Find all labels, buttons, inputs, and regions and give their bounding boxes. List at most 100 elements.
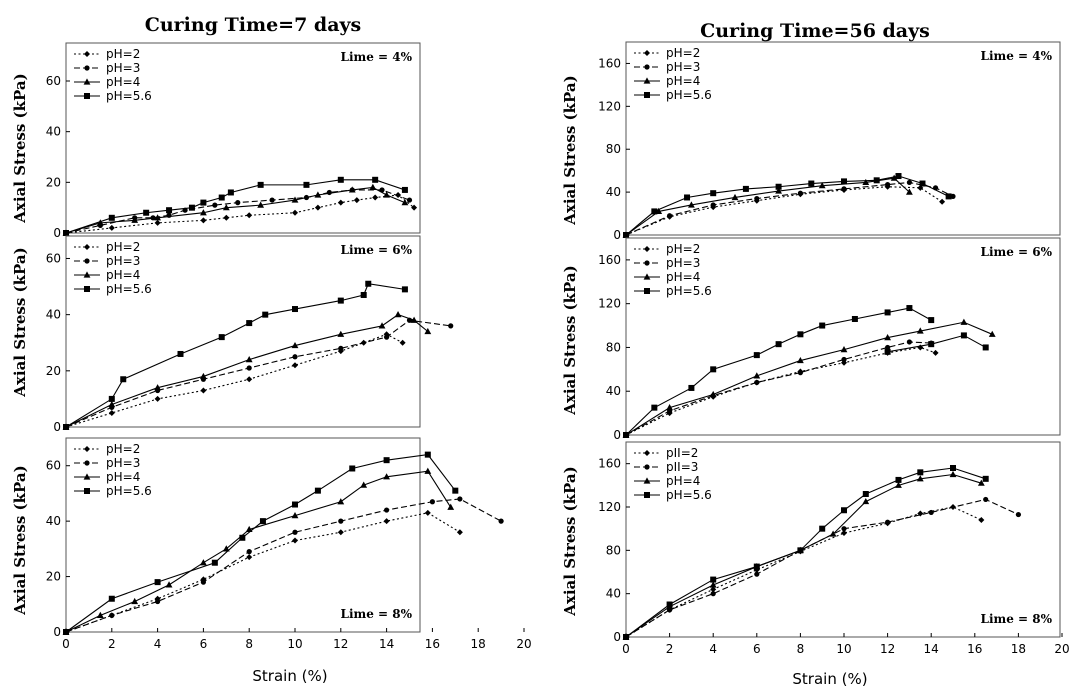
data-point (753, 563, 760, 570)
x-tick-label: 12 (880, 642, 895, 656)
data-point (246, 549, 252, 555)
data-point (259, 518, 266, 525)
data-point (337, 176, 344, 183)
data-point (314, 191, 322, 198)
data-point (1015, 511, 1022, 518)
data-point (841, 186, 847, 192)
data-point (841, 356, 847, 363)
legend-marker (644, 64, 650, 70)
data-point (337, 330, 345, 337)
data-point (688, 384, 695, 391)
data-point (753, 372, 761, 379)
data-point (108, 224, 115, 231)
series-line (625, 307, 932, 436)
data-point (775, 341, 782, 348)
lime-annotation: Lime = 6% (981, 245, 1053, 259)
x-tick-label: 16 (425, 637, 440, 651)
data-point (945, 193, 952, 200)
data-point (960, 332, 967, 339)
data-point (710, 586, 717, 593)
plot-frame (625, 41, 1061, 236)
legend-label: pH=4 (666, 474, 700, 488)
data-point (337, 529, 344, 536)
y-tick-label: 0 (53, 226, 61, 240)
data-point (895, 476, 902, 483)
data-point (222, 545, 230, 552)
legend-label: pH=4 (106, 470, 140, 484)
plot-frame (625, 441, 1061, 638)
data-point (96, 611, 104, 618)
series-line (625, 175, 949, 236)
data-point (885, 344, 891, 351)
data-point (143, 209, 150, 216)
x-tick-label: 2 (108, 637, 116, 651)
data-point (337, 498, 345, 505)
legend-label: pH=3 (106, 254, 140, 268)
data-point (239, 534, 246, 541)
y-tick-label: 120 (598, 500, 621, 514)
series-line (625, 321, 993, 436)
data-point (424, 509, 431, 516)
data-point (950, 465, 956, 471)
data-point (292, 354, 298, 360)
series-line (65, 454, 456, 633)
legend-label: pH=2 (106, 240, 140, 254)
data-point (291, 341, 299, 349)
legend-label: pII=3 (666, 460, 698, 474)
y-tick-label: 60 (46, 459, 61, 473)
legend-marker (644, 50, 650, 56)
data-point (447, 503, 455, 510)
y-tick-label: 80 (606, 543, 621, 557)
legend-marker (644, 260, 650, 266)
series-line (625, 506, 982, 638)
series-line (65, 319, 451, 428)
data-point (873, 177, 880, 184)
data-point (365, 280, 372, 287)
data-point (775, 187, 782, 194)
legend-label: pH=4 (106, 268, 140, 282)
data-point (710, 190, 717, 197)
legend-label: pH=5.6 (106, 282, 152, 296)
data-point (227, 189, 234, 196)
data-point (218, 194, 225, 201)
y-tick-label: 40 (606, 384, 621, 398)
data-point (165, 581, 173, 588)
data-point (906, 188, 913, 195)
data-point (917, 469, 924, 476)
data-point (303, 181, 310, 188)
data-point (840, 346, 848, 353)
data-point (348, 186, 356, 193)
y-tick-label: 120 (598, 99, 621, 113)
data-point (754, 195, 760, 202)
legend-label: pH=2 (666, 242, 700, 256)
x-tick-label: 10 (836, 642, 851, 656)
y-tick-label: 160 (598, 457, 621, 471)
series-line (65, 512, 461, 633)
y-tick-label: 40 (606, 185, 621, 199)
legend-marker (644, 246, 650, 252)
chart-panel-3: 0 20 40 60 0 2 4 6 8 10 12 14 16 18 20 Axial Stress (kP… (11, 437, 532, 651)
data-point (818, 182, 826, 189)
data-point (154, 384, 161, 391)
data-point (177, 350, 184, 357)
x-tick-label: 2 (666, 642, 674, 656)
x-tick-label: 0 (622, 642, 630, 656)
y-tick-label: 40 (46, 514, 61, 528)
legend-label: pH=5.6 (106, 89, 152, 103)
y-tick-label: 0 (613, 228, 621, 242)
data-point (246, 365, 252, 371)
data-point (108, 409, 115, 416)
legend-marker (643, 477, 651, 484)
right-x-axis-label: Strain (%) (792, 670, 867, 687)
data-point (246, 320, 253, 327)
data-point (775, 183, 782, 190)
data-point (372, 176, 379, 183)
data-point (257, 181, 264, 188)
data-point (108, 595, 115, 602)
data-point (742, 185, 749, 192)
series-line (65, 194, 415, 234)
data-point (684, 194, 691, 201)
data-point (188, 204, 195, 211)
